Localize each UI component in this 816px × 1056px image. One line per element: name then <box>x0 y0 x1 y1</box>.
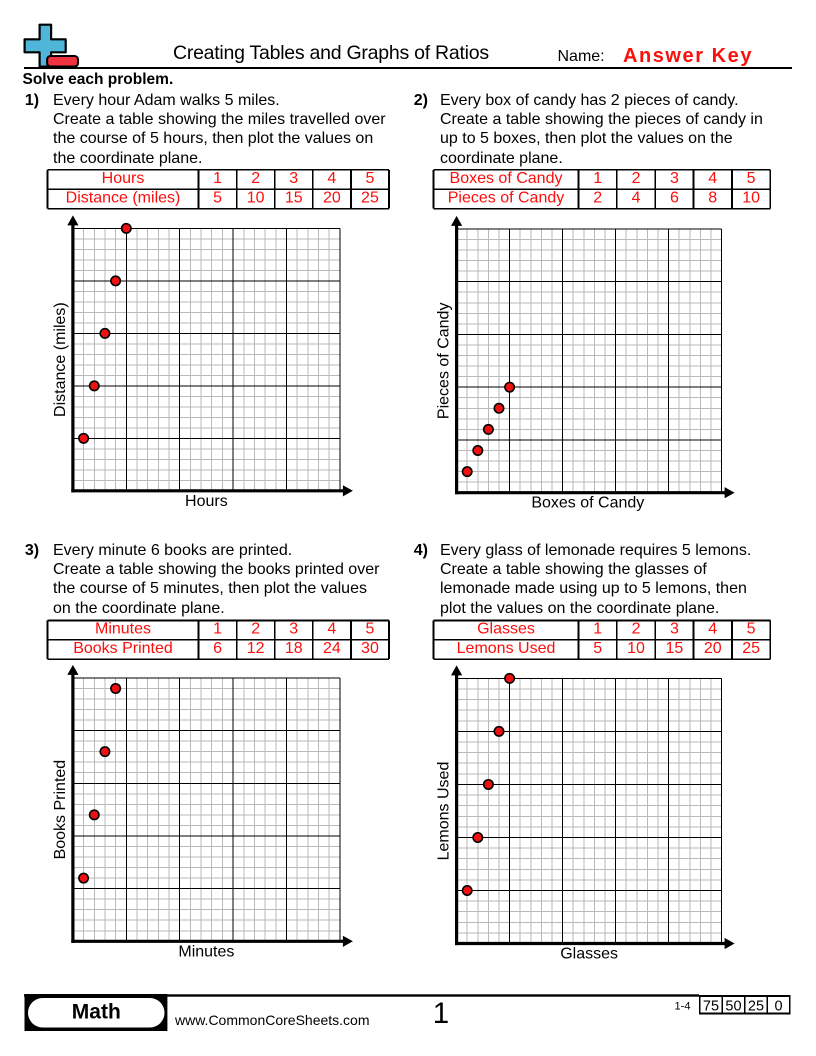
svg-text:15: 15 <box>666 640 684 657</box>
svg-text:20: 20 <box>323 189 341 206</box>
svg-text:6: 6 <box>213 640 222 657</box>
svg-text:3: 3 <box>670 170 679 187</box>
svg-text:50: 50 <box>725 998 741 1014</box>
svg-text:5: 5 <box>213 189 222 206</box>
svg-text:2: 2 <box>251 170 260 187</box>
svg-text:3: 3 <box>289 170 298 187</box>
svg-text:2: 2 <box>632 621 641 638</box>
svg-text:1: 1 <box>213 170 222 187</box>
svg-text:25: 25 <box>748 998 764 1014</box>
svg-text:10: 10 <box>742 189 760 206</box>
svg-text:1: 1 <box>433 997 449 1030</box>
svg-text:5: 5 <box>365 170 374 187</box>
svg-text:75: 75 <box>703 998 719 1014</box>
svg-text:4: 4 <box>708 621 717 638</box>
svg-text:0: 0 <box>774 998 782 1014</box>
svg-text:25: 25 <box>361 189 379 206</box>
svg-text:Minutes: Minutes <box>95 621 151 638</box>
svg-text:Lemons Used: Lemons Used <box>436 762 453 861</box>
svg-text:Lemons Used: Lemons Used <box>457 640 556 657</box>
svg-text:Hours: Hours <box>102 170 145 187</box>
svg-text:1: 1 <box>593 170 602 187</box>
svg-text:2: 2 <box>251 621 260 638</box>
svg-text:Hours: Hours <box>185 493 228 510</box>
svg-text:5: 5 <box>747 170 756 187</box>
svg-text:5: 5 <box>747 621 756 638</box>
svg-text:Glasses: Glasses <box>560 945 618 962</box>
svg-text:10: 10 <box>627 640 645 657</box>
svg-text:4: 4 <box>327 170 336 187</box>
svg-text:10: 10 <box>247 189 265 206</box>
svg-text:18: 18 <box>285 640 303 657</box>
svg-text:8: 8 <box>708 189 717 206</box>
svg-text:Pieces of Candy: Pieces of Candy <box>448 189 565 206</box>
svg-text:1: 1 <box>213 621 222 638</box>
svg-text:3: 3 <box>670 621 679 638</box>
svg-text:1-4: 1-4 <box>675 1000 691 1012</box>
svg-text:Books Printed: Books Printed <box>52 760 69 860</box>
svg-text:3: 3 <box>289 621 298 638</box>
svg-text:Boxes of Candy: Boxes of Candy <box>531 495 644 512</box>
svg-text:www.CommonCoreSheets.com: www.CommonCoreSheets.com <box>174 1012 370 1028</box>
svg-text:30: 30 <box>361 640 379 657</box>
svg-text:2: 2 <box>632 170 641 187</box>
svg-text:5: 5 <box>593 640 602 657</box>
svg-text:Pieces of Candy: Pieces of Candy <box>436 303 453 420</box>
svg-text:Math: Math <box>72 1000 121 1023</box>
svg-text:12: 12 <box>247 640 265 657</box>
svg-text:24: 24 <box>323 640 341 657</box>
svg-text:20: 20 <box>704 640 722 657</box>
svg-text:15: 15 <box>285 189 303 206</box>
svg-text:Books Printed: Books Printed <box>73 640 173 657</box>
svg-text:6: 6 <box>670 189 679 206</box>
svg-text:Glasses: Glasses <box>477 621 535 638</box>
svg-text:Boxes of Candy: Boxes of Candy <box>450 170 563 187</box>
svg-text:Distance (miles): Distance (miles) <box>66 189 181 206</box>
svg-text:4: 4 <box>327 621 336 638</box>
svg-text:25: 25 <box>742 640 760 657</box>
svg-text:5: 5 <box>365 621 374 638</box>
svg-text:4: 4 <box>708 170 717 187</box>
svg-text:Distance (miles): Distance (miles) <box>52 302 69 417</box>
svg-text:4: 4 <box>632 189 641 206</box>
svg-text:2: 2 <box>593 189 602 206</box>
svg-text:Minutes: Minutes <box>178 943 234 960</box>
svg-text:1: 1 <box>593 621 602 638</box>
